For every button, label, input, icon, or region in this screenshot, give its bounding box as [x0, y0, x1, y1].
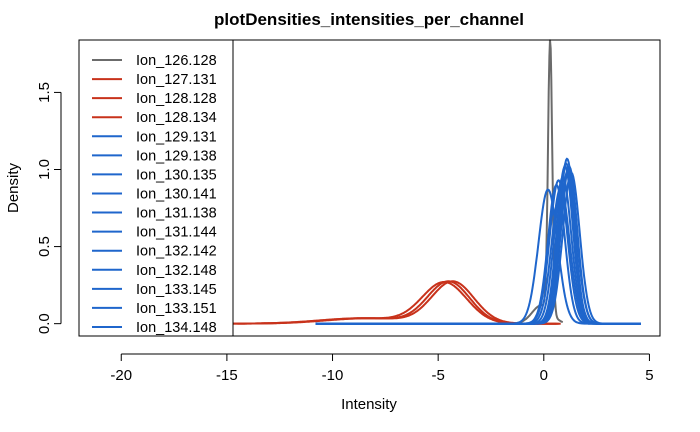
x-axis: -20 -15 -10 -5 0 5 — [110, 353, 654, 384]
x-tick-label: -10 — [322, 367, 344, 384]
chart-title: plotDensities_intensities_per_channel — [214, 10, 524, 29]
y-tick-label: 1.0 — [36, 159, 53, 180]
series-line-Ion_129.138 — [315, 165, 642, 325]
y-axis-label: Density — [5, 162, 22, 213]
y-tick-label: 0.5 — [36, 236, 53, 257]
legend-label: Ion_129.138 — [136, 148, 217, 164]
series-line-Ion_134.148 — [315, 168, 642, 325]
x-axis-label: Intensity — [341, 396, 397, 413]
x-tick-label: 5 — [645, 367, 653, 384]
legend-label: Ion_127.131 — [136, 72, 217, 88]
legend-label: Ion_128.128 — [136, 91, 217, 107]
series-line-Ion_132.142 — [315, 171, 642, 325]
legend-label: Ion_129.131 — [136, 129, 217, 145]
x-tick-label: -15 — [216, 367, 238, 384]
legend-label: Ion_134.148 — [136, 320, 217, 336]
y-tick-label: 0.0 — [36, 313, 53, 334]
x-tick-label: -20 — [110, 367, 132, 384]
legend-label: Ion_133.145 — [136, 282, 217, 298]
legend-label: Ion_126.128 — [136, 53, 217, 69]
legend-label: Ion_131.144 — [136, 225, 217, 241]
legend-label: Ion_132.148 — [136, 263, 217, 279]
x-tick-label: 0 — [540, 367, 548, 384]
x-tick-label: -5 — [431, 367, 444, 384]
series-line-Ion_130.141 — [315, 165, 642, 325]
legend-label: Ion_132.142 — [136, 244, 217, 260]
y-tick-label: 1.5 — [36, 82, 53, 103]
legend: Ion_126.128 Ion_127.131 Ion_128.128 Ion_128… — [78, 39, 234, 337]
series-line-Ion_133.145 — [315, 162, 642, 325]
legend-label: Ion_131.138 — [136, 206, 217, 222]
density-curves — [226, 39, 642, 325]
legend-label: Ion_133.151 — [136, 301, 217, 317]
series-line-Ion_128.134 — [231, 280, 557, 325]
legend-label: Ion_130.141 — [136, 186, 217, 202]
legend-label: Ion_130.135 — [136, 167, 217, 183]
legend-label: Ion_128.134 — [136, 110, 217, 126]
series-line-Ion_131.138 — [315, 157, 642, 325]
plot-frame — [78, 39, 661, 337]
y-axis: 0.0 0.5 1.0 1.5 — [36, 82, 62, 334]
